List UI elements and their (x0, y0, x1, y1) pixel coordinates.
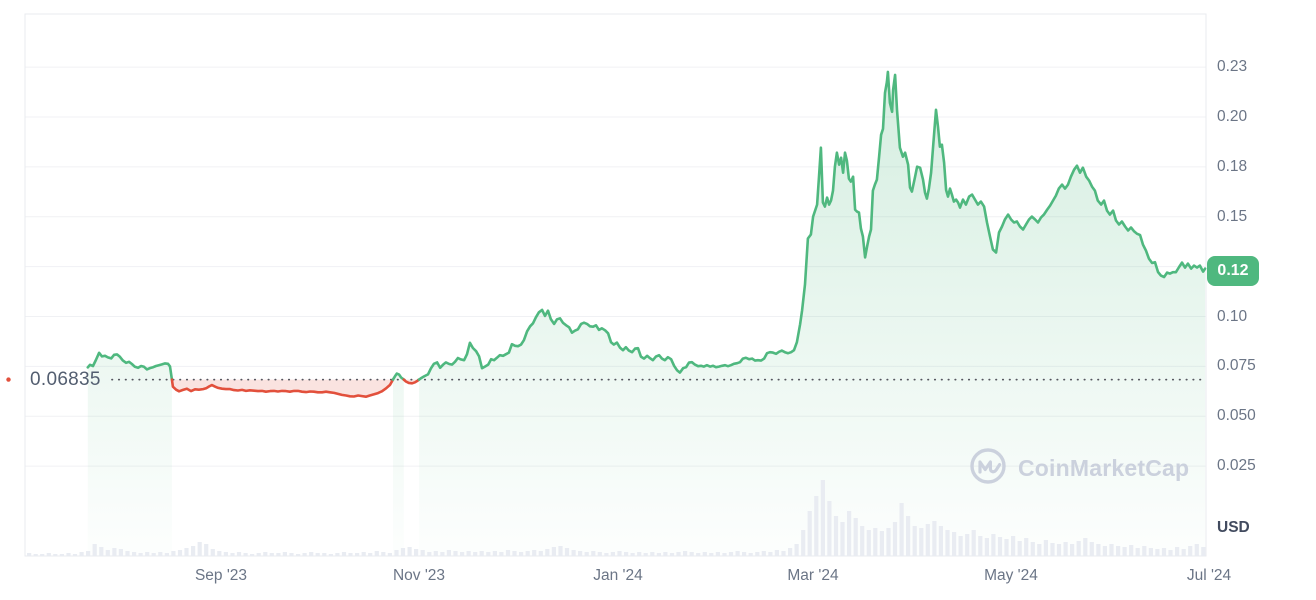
y-axis-tick-label: 0.10 (1217, 308, 1248, 325)
green-area-fill (87, 352, 172, 556)
coinmarketcap-logo-icon (969, 446, 1009, 491)
x-axis-tick-label: Mar '24 (787, 567, 839, 584)
y-axis-tick-label: 0.20 (1217, 108, 1248, 125)
watermark-text: CoinMarketCap (1018, 455, 1190, 481)
red-area-fill (403, 379, 420, 384)
current-price-badge: 0.12 (1207, 256, 1259, 286)
price-line (86, 351, 174, 381)
x-axis-tick-label: May '24 (984, 567, 1038, 584)
green-area-fill (393, 373, 404, 556)
x-axis-tick-label: Nov '23 (392, 567, 446, 584)
price-line (417, 70, 1207, 381)
price-line (402, 378, 421, 385)
y-axis-tick-label: 0.15 (1217, 208, 1248, 225)
y-axis-tick-label: 0.050 (1217, 407, 1256, 424)
y-axis-tick-label: 0.18 (1217, 158, 1248, 175)
volume-bars (27, 480, 1206, 556)
watermark: CoinMarketCap (969, 446, 1189, 491)
unit-label: USD (1217, 519, 1250, 536)
x-axis-tick-label: Jan '24 (593, 567, 643, 584)
baseline-marker-dot (6, 377, 11, 382)
y-axis-tick-label: 0.23 (1217, 58, 1248, 75)
y-axis-tick-label: 0.075 (1217, 357, 1256, 374)
green-area-fill (419, 71, 1206, 557)
y-axis-tick-label: 0.025 (1217, 457, 1256, 474)
x-axis-tick-label: Sep '23 (194, 567, 248, 584)
red-area-fill (171, 379, 393, 397)
x-axis-tick-label: Jul '24 (1186, 567, 1232, 584)
price-line (170, 378, 395, 398)
baseline-price-label: 0.06835 (30, 369, 101, 390)
